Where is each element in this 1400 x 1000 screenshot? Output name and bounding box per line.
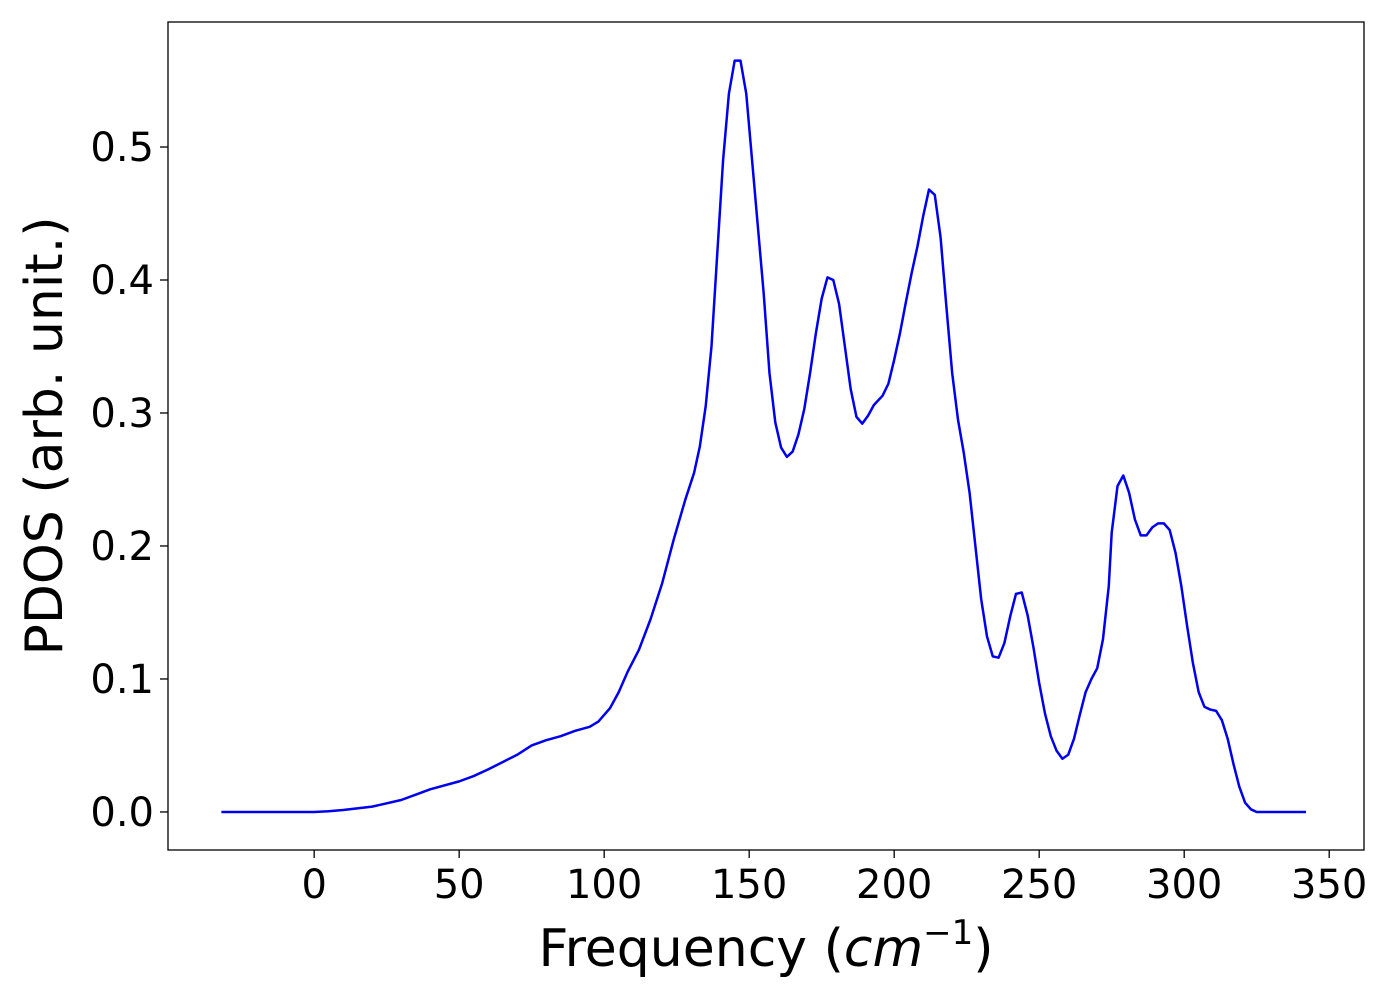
y-axis-label: PDOS (arb. unit.) — [15, 216, 75, 655]
x-axis-label: Frequency (cm−1) — [538, 913, 993, 979]
y-tick-label: 0.2 — [90, 524, 154, 570]
line-series — [221, 59, 1306, 814]
x-tick-label: 300 — [1146, 862, 1222, 908]
x-tick-label: 250 — [1001, 862, 1077, 908]
x-tick-label: 100 — [566, 862, 642, 908]
plot-frame — [167, 21, 1365, 851]
y-tick-label: 0.4 — [90, 258, 154, 304]
y-tick-label: 0.3 — [90, 391, 154, 437]
x-tick-label: 200 — [856, 862, 932, 908]
x-tick-label: 350 — [1291, 862, 1367, 908]
x-label-part: Frequency ( — [538, 919, 843, 979]
y-tick-label: 0.0 — [90, 790, 154, 836]
x-label-unit: cm — [844, 919, 923, 979]
x-label-exponent: −1 — [923, 913, 973, 953]
y-tick-label: 0.1 — [90, 657, 154, 703]
x-tick-label: 0 — [301, 862, 326, 908]
x-tick-label: 50 — [434, 862, 485, 908]
x-tick-label: 150 — [711, 862, 787, 908]
x-label-part: ) — [973, 919, 993, 979]
y-tick-label: 0.5 — [90, 125, 154, 171]
